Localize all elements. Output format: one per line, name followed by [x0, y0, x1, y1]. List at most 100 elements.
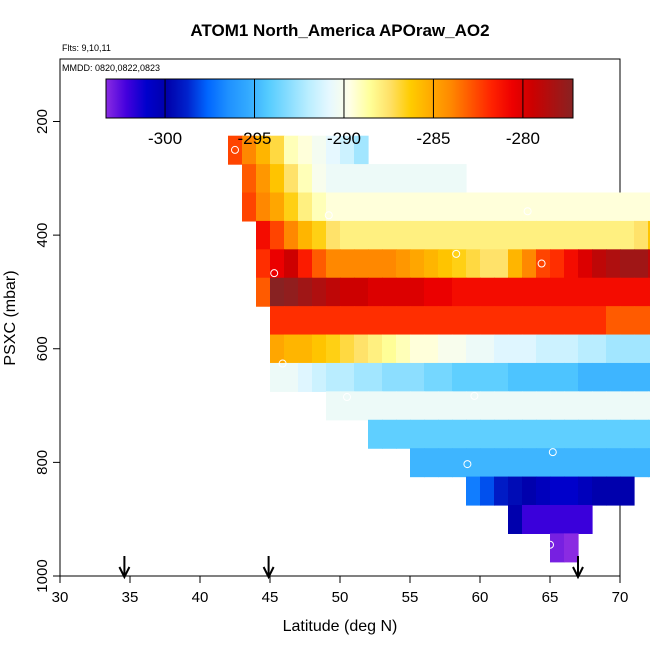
- heatmap-cell: [564, 419, 579, 449]
- heatmap-cell: [312, 362, 327, 392]
- heatmap-cell: [382, 277, 397, 307]
- heatmap-cell: [634, 362, 649, 392]
- heatmap-cell: [382, 249, 397, 279]
- heatmap-cell: [648, 306, 650, 336]
- heatmap-cell: [550, 220, 565, 250]
- heatmap-cell: [522, 277, 537, 307]
- heatmap-cell: [438, 306, 453, 336]
- heatmap-cell: [312, 135, 327, 165]
- heatmap-cell: [564, 277, 579, 307]
- heatmap-cell: [480, 192, 495, 222]
- flight-marker-arrow-head: [572, 566, 584, 580]
- heatmap-cell: [284, 164, 299, 194]
- heatmap-cell: [620, 249, 635, 279]
- heatmap-cell: [648, 362, 650, 392]
- heatmap-cell: [368, 362, 383, 392]
- heatmap-cell: [284, 334, 299, 364]
- heatmap-cell: [564, 448, 579, 478]
- x-tick-label: 65: [542, 589, 559, 606]
- heatmap-cell: [634, 249, 649, 279]
- heatmap-cell: [354, 306, 369, 336]
- heatmap-cell: [242, 164, 257, 194]
- heatmap-cell: [522, 334, 537, 364]
- heatmap-cell: [620, 391, 635, 421]
- heatmap-cell: [382, 164, 397, 194]
- heatmap-cell: [452, 306, 467, 336]
- heatmap-cell: [298, 135, 313, 165]
- heatmap-cell: [256, 164, 271, 194]
- heatmap-cell: [312, 192, 327, 222]
- heatmap-cell: [606, 249, 621, 279]
- heatmap-cell: [270, 164, 285, 194]
- heatmap-cell: [396, 362, 411, 392]
- heatmap-cell: [326, 362, 341, 392]
- heatmap-cell: [550, 504, 565, 534]
- heatmap-cell: [410, 306, 425, 336]
- y-tick-label: 1000: [34, 559, 51, 592]
- heatmap-cell: [578, 391, 593, 421]
- heatmap-cell: [424, 277, 439, 307]
- heatmap-cell: [424, 334, 439, 364]
- chart-title: ATOM1 North_America APOraw_AO2: [190, 21, 489, 40]
- heatmap-cell: [634, 334, 649, 364]
- heatmap-cell: [438, 220, 453, 250]
- heatmap-cell: [606, 476, 621, 506]
- x-axis-label: Latitude (deg N): [283, 618, 398, 635]
- heatmap-cell: [494, 192, 509, 222]
- heatmap-cell: [648, 391, 650, 421]
- heatmap-cell: [256, 249, 271, 279]
- sample-point: [343, 393, 351, 402]
- heatmap-cell: [354, 362, 369, 392]
- heatmap-cell: [522, 476, 537, 506]
- heatmap-cell: [410, 249, 425, 279]
- heatmap-cell: [592, 334, 607, 364]
- heatmap-cell: [298, 277, 313, 307]
- heatmap-cell: [536, 306, 551, 336]
- heatmap-cell: [326, 220, 341, 250]
- heatmap-cell: [256, 220, 271, 250]
- heatmap-cell: [522, 448, 537, 478]
- sample-point: [278, 359, 287, 368]
- heatmap-cell: [368, 391, 383, 421]
- heatmap-cell: [536, 476, 551, 506]
- heatmap-cell: [480, 419, 495, 449]
- heatmap-cell: [550, 277, 565, 307]
- heatmap-cell: [536, 277, 551, 307]
- heatmap-cell: [508, 220, 523, 250]
- heatmap-cell: [326, 192, 341, 222]
- heatmap-cell: [564, 504, 579, 534]
- heatmap-cell: [606, 192, 621, 222]
- heatmap-cell: [536, 220, 551, 250]
- heatmap-cell: [340, 391, 355, 421]
- heatmap-cell: [312, 306, 327, 336]
- heatmap-cell: [382, 306, 397, 336]
- heatmap-cell: [438, 277, 453, 307]
- heatmap-cell: [620, 362, 635, 392]
- heatmap-cell: [508, 476, 523, 506]
- heatmap-cell: [466, 220, 481, 250]
- heatmap-cell: [620, 306, 635, 336]
- heatmap-cell: [298, 334, 313, 364]
- heatmap-cell: [634, 391, 649, 421]
- heatmap-cell: [326, 135, 341, 165]
- heatmap-cell: [606, 277, 621, 307]
- heatmap-cell: [410, 334, 425, 364]
- flight-markers: [118, 556, 584, 580]
- heatmap-cell: [648, 419, 650, 449]
- heatmap-cell: [606, 362, 621, 392]
- heatmap-cell: [284, 249, 299, 279]
- heatmap-cell: [550, 192, 565, 222]
- heatmap-cell: [410, 164, 425, 194]
- heatmap-cell: [480, 277, 495, 307]
- heatmap-cell: [550, 533, 565, 563]
- heatmap-cell: [382, 419, 397, 449]
- heatmap-cell: [522, 220, 537, 250]
- heatmap-cell: [480, 249, 495, 279]
- heatmap-cell: [424, 391, 439, 421]
- heatmap-cell: [536, 249, 551, 279]
- heatmap-cell: [494, 334, 509, 364]
- heatmap-cell: [550, 362, 565, 392]
- heatmap-cell: [382, 192, 397, 222]
- heatmap-cell: [452, 220, 467, 250]
- sample-point: [463, 460, 472, 469]
